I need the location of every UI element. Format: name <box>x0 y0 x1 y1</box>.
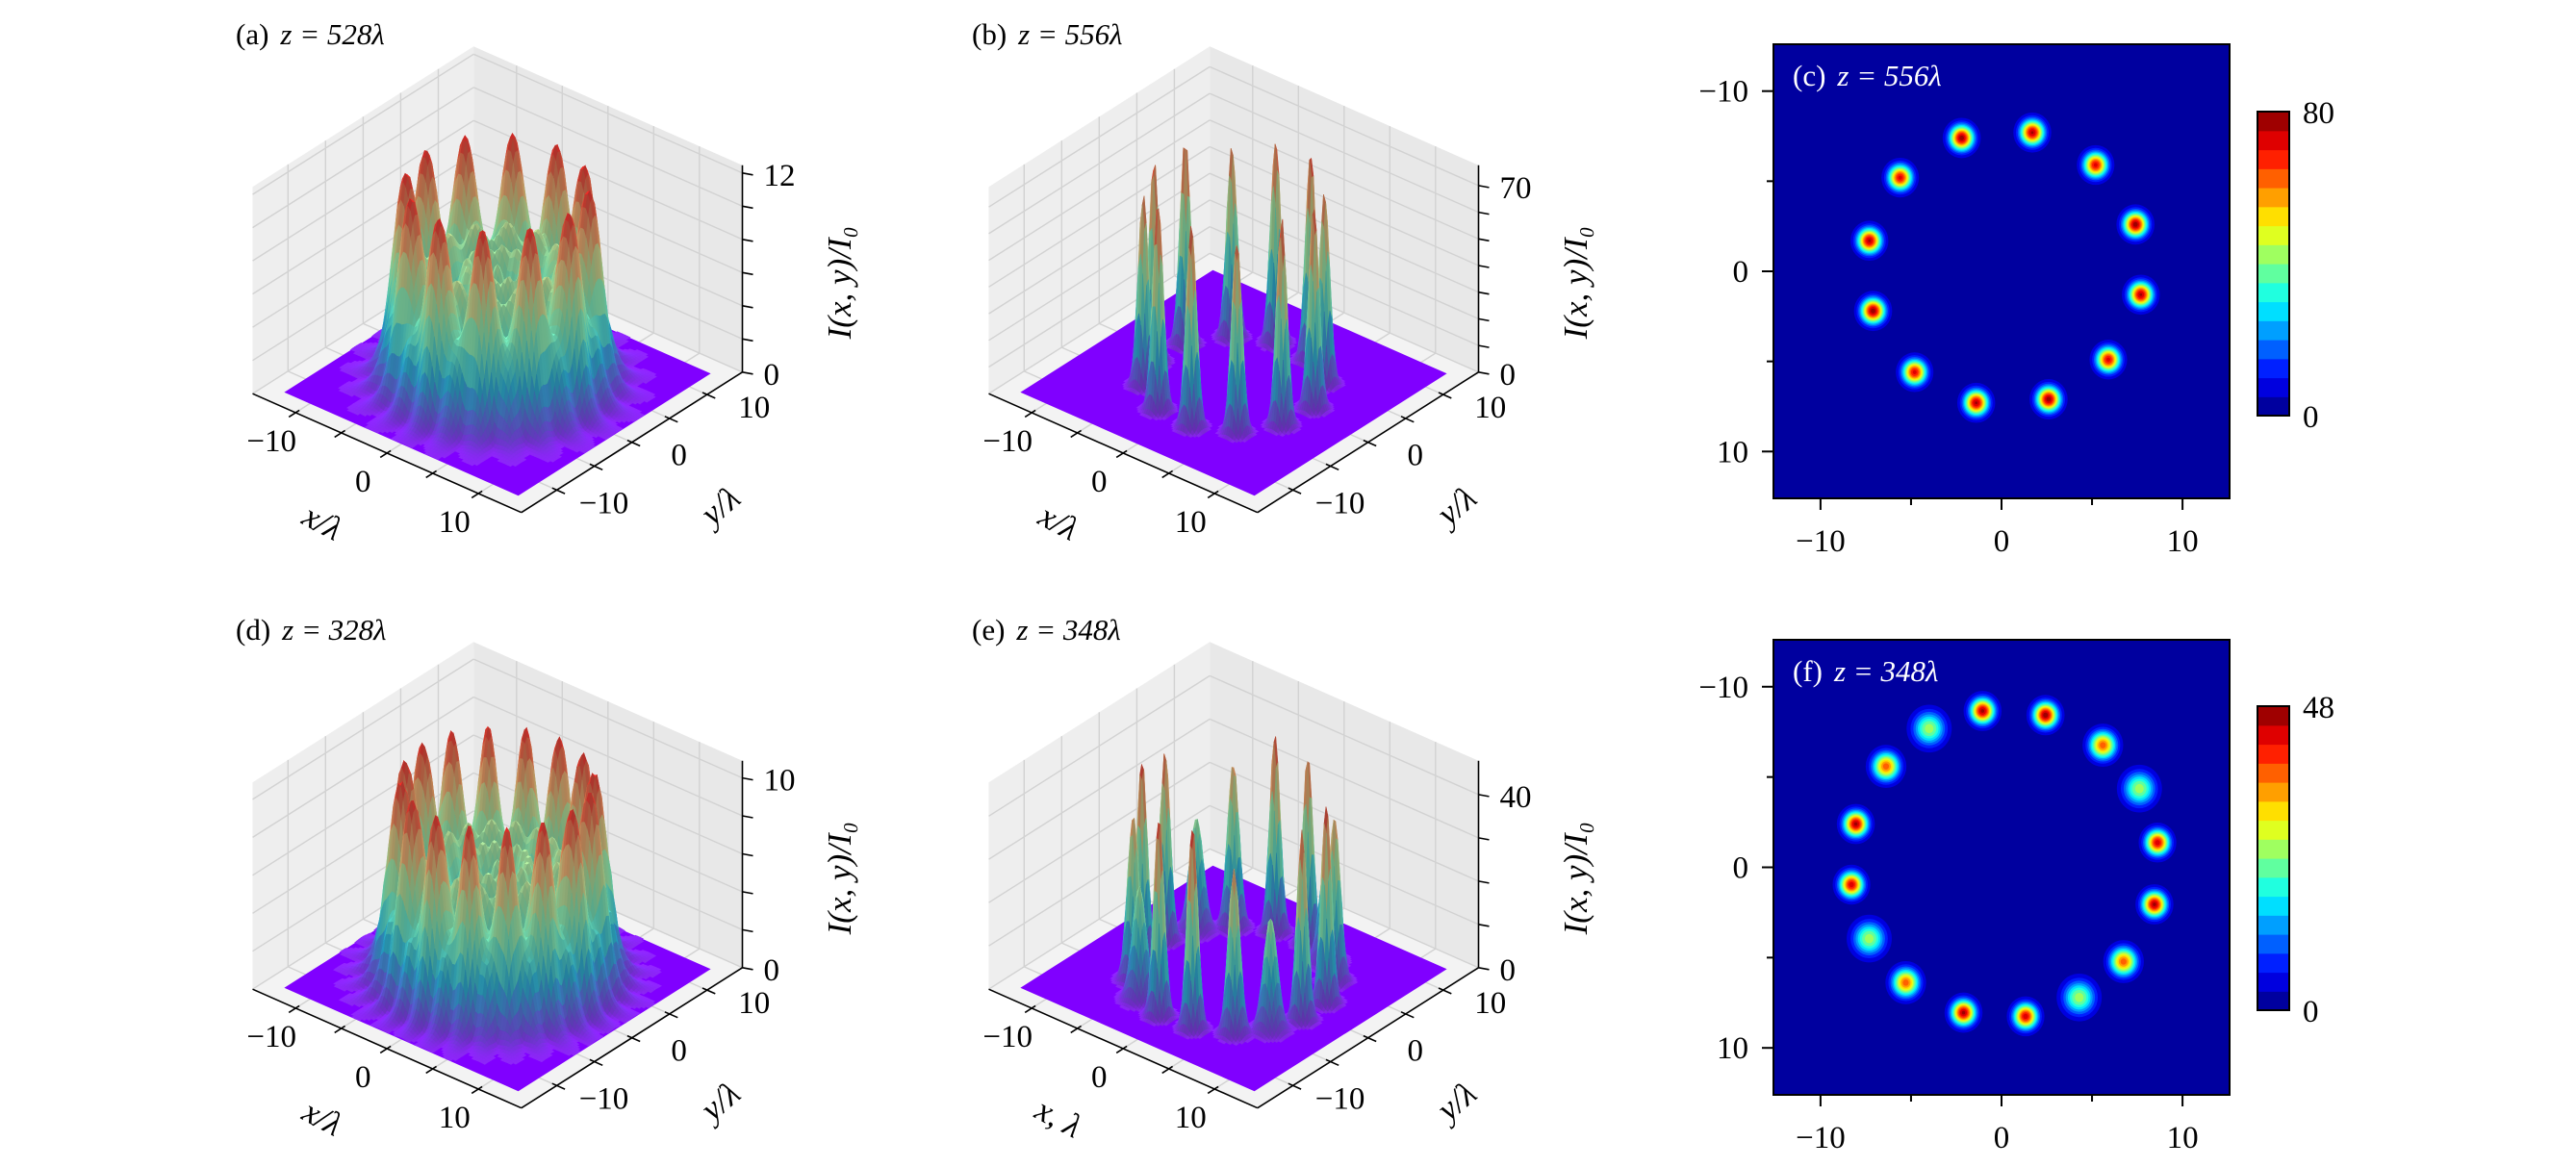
gridline <box>252 87 474 229</box>
gridline <box>252 119 474 262</box>
gridline <box>472 87 743 207</box>
gridline <box>472 53 743 174</box>
gridline <box>472 119 743 241</box>
surface <box>284 132 711 496</box>
gridline <box>252 153 474 295</box>
gridline <box>252 53 474 195</box>
